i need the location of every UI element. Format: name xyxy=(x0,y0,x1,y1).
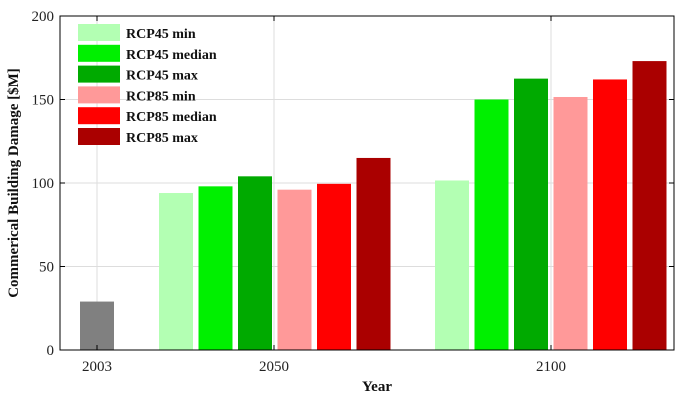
bar-2100-rcp85-min xyxy=(553,96,588,351)
bar-2003-observed xyxy=(80,301,114,350)
y-tick-label: 50 xyxy=(39,260,54,276)
bar-2050-rcp85-min xyxy=(277,189,312,350)
x-axis-title: Year xyxy=(362,379,392,395)
legend-swatch xyxy=(78,128,120,145)
legend-label: RCP45 median xyxy=(126,48,217,63)
legend-swatch xyxy=(78,107,120,125)
bars xyxy=(80,61,667,351)
bar-2050-rcp45-min xyxy=(159,193,193,350)
x-axis-ticks: 2003 2050 2100 xyxy=(82,16,566,375)
bar-2050-rcp85-median xyxy=(317,183,351,350)
bar-2100-rcp45-max xyxy=(514,78,548,350)
legend-label: RCP45 max xyxy=(126,69,198,84)
x-tick-label: 2100 xyxy=(536,359,566,375)
legend-label: RCP85 min xyxy=(126,89,196,104)
bar-2100-rcp85-max xyxy=(632,61,667,351)
legend-label: RCP85 median xyxy=(126,110,217,125)
y-axis-ticks: 0 50 100 150 200 xyxy=(32,9,674,359)
legend-label: RCP45 min xyxy=(126,27,196,42)
y-axis-title: Commerical Building Damage [$M] xyxy=(6,68,22,298)
legend-swatch xyxy=(78,65,120,83)
legend-swatch xyxy=(78,44,120,62)
x-tick-label: 2003 xyxy=(82,359,112,375)
bar-2050-rcp45-median xyxy=(198,186,233,350)
bar-2100-rcp45-median xyxy=(474,99,509,350)
bar-2050-rcp85-max xyxy=(356,157,391,350)
x-tick-label: 2050 xyxy=(259,359,289,375)
legend-swatch xyxy=(78,24,120,41)
y-tick-label: 100 xyxy=(32,176,55,192)
legend-label: RCP85 max xyxy=(126,131,198,146)
legend: RCP45 min RCP45 median RCP45 max RCP85 min R… xyxy=(78,24,217,146)
y-tick-label: 200 xyxy=(32,9,55,25)
bar-2100-rcp85-median xyxy=(593,79,627,351)
bar-2050-rcp45-max xyxy=(238,176,272,350)
y-tick-label: 0 xyxy=(47,343,55,359)
bar-2100-rcp45-min xyxy=(435,180,469,350)
legend-swatch xyxy=(78,86,120,104)
y-tick-label: 150 xyxy=(32,93,55,109)
